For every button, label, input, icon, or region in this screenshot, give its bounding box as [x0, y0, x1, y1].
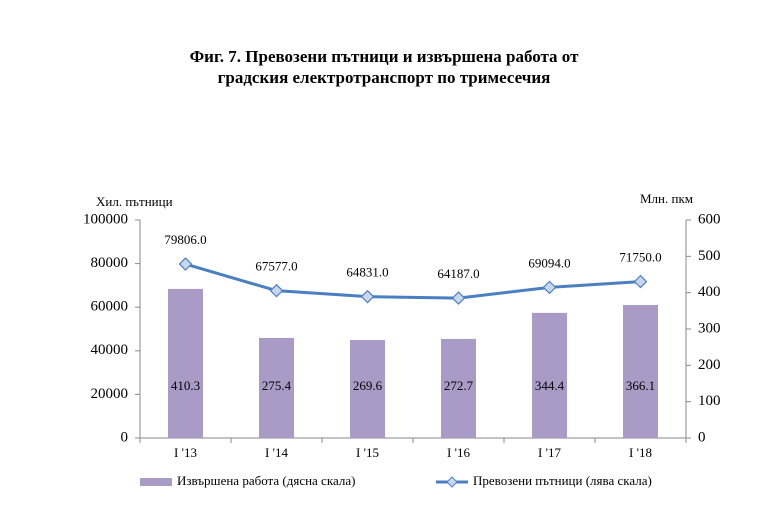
- bar: [532, 312, 567, 438]
- y-tick-label: 80000: [91, 255, 129, 271]
- bar-value-label: 275.4: [262, 378, 292, 393]
- line: [185, 262, 641, 300]
- line-marker: [633, 274, 648, 289]
- y-tick-label: 40000: [91, 342, 129, 358]
- x-tick-label: I '18: [629, 445, 652, 460]
- y-tick-label: 100000: [83, 211, 128, 227]
- legend-swatch-marker: [446, 476, 458, 488]
- line-value-label: 67577.0: [255, 259, 297, 274]
- bar-value-label: 344.4: [535, 378, 565, 393]
- line-marker: [360, 289, 375, 304]
- y-tick-label: 20000: [91, 386, 129, 402]
- y-axis-title: Хил. пътници: [96, 194, 173, 209]
- y2-tick-label: 500: [698, 248, 721, 264]
- y2-tick-label: 400: [698, 284, 721, 300]
- line-marker: [542, 280, 557, 295]
- y-tick-label: 60000: [91, 299, 129, 315]
- bar: [441, 338, 476, 438]
- x-tick-label: I '16: [447, 445, 470, 460]
- y2-tick-label: 200: [698, 357, 721, 373]
- line-marker: [178, 257, 193, 271]
- y2-tick-label: 300: [698, 320, 721, 336]
- x-tick-label: I '14: [265, 445, 288, 460]
- bar-value-label: 366.1: [626, 378, 655, 393]
- bar-value-label: 272.7: [444, 378, 474, 393]
- y2-axis-title: Млн. пкм: [640, 191, 693, 206]
- legend-label: Извършена работа (дясна скала): [177, 473, 355, 488]
- y2-tick-label: 0: [698, 429, 706, 445]
- bar: [623, 304, 658, 438]
- y2-tick-label: 100: [698, 393, 721, 409]
- x-tick-label: I '15: [356, 445, 379, 460]
- line-value-label: 69094.0: [528, 255, 570, 270]
- line-value-label: 64187.0: [437, 266, 479, 281]
- bar: [350, 340, 385, 438]
- legend-label: Превозени пътници (лява скала): [473, 473, 652, 488]
- chart-title: Фиг. 7. Превозени пътници и извършена ра…: [189, 47, 579, 87]
- bar-value-label: 410.3: [171, 378, 200, 393]
- line-value-label: 71750.0: [619, 250, 661, 265]
- x-tick-label: I '13: [174, 445, 197, 460]
- bar: [168, 288, 203, 438]
- y-tick-label: 0: [121, 429, 129, 445]
- line-value-label: 64831.0: [346, 265, 388, 280]
- y2-tick-label: 600: [698, 211, 721, 227]
- legend-swatch: [140, 478, 172, 486]
- bar: [259, 337, 294, 438]
- line-value-label: 79806.0: [164, 232, 206, 247]
- bar-value-label: 269.6: [353, 378, 383, 393]
- line-marker: [451, 291, 466, 305]
- line-marker: [269, 283, 284, 298]
- x-tick-label: I '17: [538, 445, 561, 460]
